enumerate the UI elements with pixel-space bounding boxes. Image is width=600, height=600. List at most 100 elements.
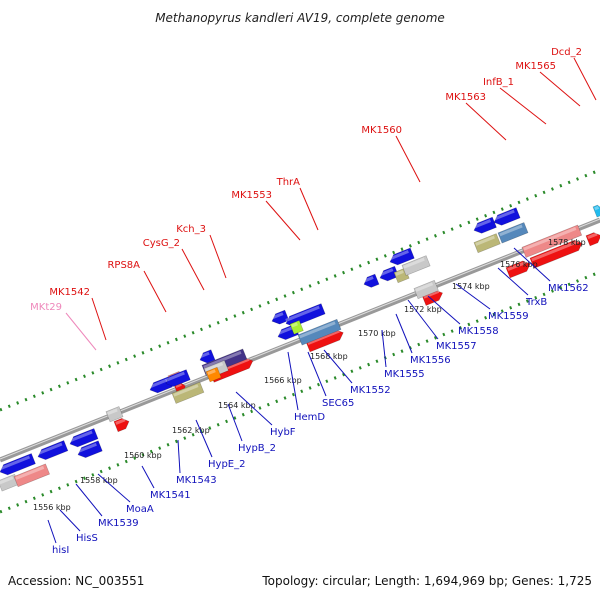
gene-shine	[507, 260, 527, 272]
gene-shine	[173, 384, 199, 397]
gene-shine	[389, 250, 409, 261]
leader-line	[195, 419, 213, 458]
gene-shine	[149, 378, 168, 389]
leader-line	[181, 248, 205, 291]
gene-feature	[592, 204, 600, 218]
forward-gene-label: MK1553	[231, 190, 272, 201]
gene-feature	[285, 303, 326, 327]
gene-shine	[271, 312, 284, 320]
reverse-gene-label: HybF	[270, 427, 296, 438]
gene-shine	[175, 382, 182, 388]
gene-shine	[0, 455, 31, 471]
leader-line	[235, 391, 273, 426]
forward-gene-label: MK1560	[361, 125, 402, 136]
forward-gene-label: MK1563	[445, 92, 486, 103]
leader-line	[395, 135, 421, 183]
gene-arrow	[77, 440, 103, 459]
gene-shine	[291, 322, 298, 328]
gene-box	[297, 318, 342, 346]
gene-shine	[493, 209, 515, 221]
gene-feature	[37, 440, 69, 461]
gene-shine	[415, 282, 434, 292]
gene-feature	[529, 239, 583, 269]
gene-box	[105, 406, 124, 423]
gene-arrow	[69, 428, 99, 448]
forward-gene-label: InfB_1	[483, 77, 514, 88]
reverse-gene-label: SEC65	[322, 398, 354, 409]
gene-shine	[523, 227, 577, 251]
leader-line	[47, 519, 57, 544]
gene-box	[473, 233, 501, 254]
forward-gene-label: Dcd_2	[551, 47, 582, 58]
gene-shine	[199, 351, 210, 359]
gene-shine	[423, 289, 440, 299]
leader-line	[497, 267, 529, 296]
leader-line	[513, 247, 551, 282]
gene-arrow	[389, 247, 415, 266]
kbp-label: 1562 kbp	[172, 426, 210, 435]
gene-feature	[171, 381, 205, 404]
gene-shine	[363, 276, 374, 283]
reverse-gene-label: HypE_2	[208, 459, 245, 470]
leader-line	[299, 187, 319, 231]
leader-line	[381, 329, 387, 368]
gene-arrow	[113, 418, 130, 433]
gene-feature	[493, 207, 521, 226]
reverse-gene-label: MK1558	[458, 326, 499, 337]
gene-shine	[307, 329, 340, 346]
gene-shine	[165, 371, 185, 382]
gene-box	[289, 319, 304, 335]
gene-shine	[37, 442, 63, 456]
gene-shine	[205, 362, 224, 372]
gene-shine	[473, 219, 492, 229]
gene-shine	[475, 235, 495, 246]
gene-feature	[105, 406, 124, 423]
gene-box	[521, 224, 583, 258]
gene-features	[0, 204, 600, 492]
gene-shine	[395, 270, 404, 276]
gene-shine	[277, 326, 294, 336]
gene-shine	[499, 224, 523, 237]
gene-feature	[413, 279, 439, 300]
leader-line	[287, 351, 299, 411]
kbp-label: 1572 kbp	[404, 305, 442, 314]
gene-arrow	[585, 232, 600, 247]
gene-feature	[363, 273, 380, 288]
gene-box	[413, 279, 439, 300]
kbp-label: 1564 kbp	[218, 401, 256, 410]
figure-title: Methanopyrus kandleri AV19, complete gen…	[155, 11, 445, 25]
gene-feature	[149, 376, 173, 394]
gene-box	[401, 255, 431, 276]
gene-feature	[401, 255, 431, 276]
gene-feature	[13, 463, 51, 488]
gene-arrow	[493, 207, 521, 226]
kbp-label: 1556 kbp	[33, 503, 71, 512]
forward-gene-label: MK1565	[515, 61, 556, 72]
leader-line	[455, 283, 491, 310]
gene-shine	[69, 430, 93, 443]
gene-feature	[521, 224, 583, 258]
accession-text: Accession: NC_003551	[8, 574, 144, 588]
reverse-gene-label: MK1541	[150, 490, 191, 501]
leader-line	[323, 349, 353, 384]
forward-gene-label: MKt29	[30, 302, 62, 313]
gene-shine	[77, 442, 97, 454]
gene-arrow	[149, 376, 173, 394]
gene-feature	[393, 267, 410, 284]
leader-line	[539, 71, 581, 107]
gene-arrow	[592, 204, 600, 218]
gene-feature	[389, 247, 415, 266]
gene-shine	[379, 268, 394, 277]
leader-line	[465, 102, 507, 141]
forward-gene-label: Kch_3	[176, 224, 206, 235]
reverse-gene-label: MK1557	[436, 341, 477, 352]
reverse-gene-label: HisS	[76, 533, 98, 544]
leader-line	[209, 234, 227, 279]
leader-line	[307, 351, 327, 397]
gene-box	[205, 366, 222, 383]
gene-arrow	[0, 453, 36, 476]
reverse-gene-label: MK1555	[384, 369, 425, 380]
kbp-label: 1570 kbp	[358, 329, 396, 338]
gene-shine	[587, 232, 598, 240]
gene-arrow	[529, 239, 583, 269]
